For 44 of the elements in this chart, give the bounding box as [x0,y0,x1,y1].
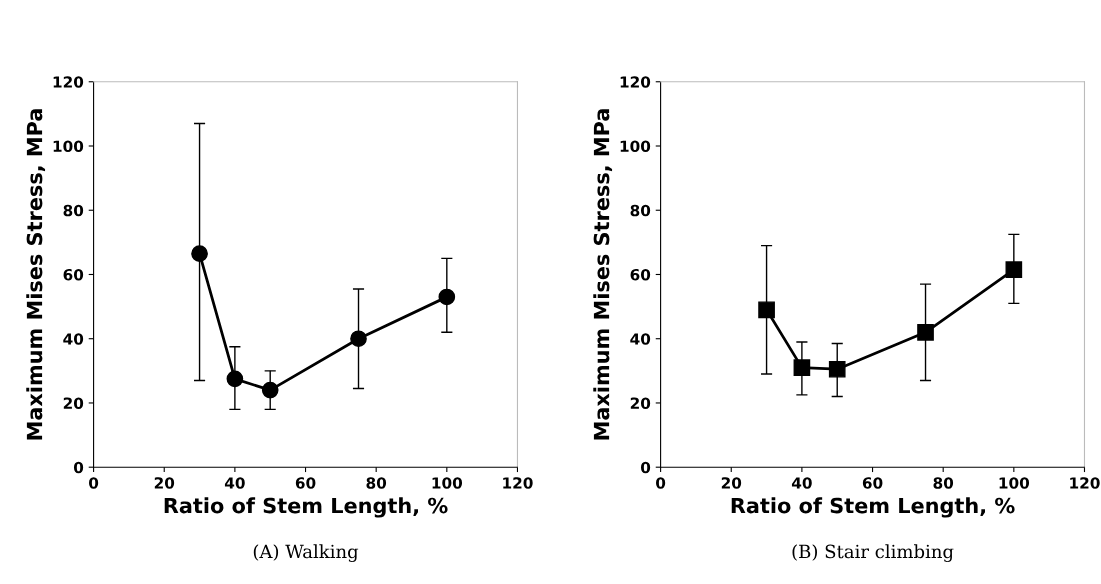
x-tick-label: 40 [224,477,245,489]
point [1005,261,1023,278]
y-tick-label: 80 [630,204,651,217]
y-tick-label: 60 [63,268,84,281]
point [191,245,208,262]
y-axis-title: Maximum Mises Stress, MPa [26,109,46,440]
y-tick-label: 20 [630,397,651,409]
y-tick-label: 60 [630,268,651,281]
point [917,323,934,341]
x-axis-title: Ratio of Stem Length, % [731,497,1015,518]
y-axis-title: Maximum Mises Stress, MPa [593,109,613,440]
point [261,381,279,399]
x-tick-label: 0 [89,477,99,489]
x-tick-label: 80 [366,477,387,489]
x-tick-label: 100 [999,477,1030,489]
x-tick-label: 20 [721,477,742,489]
y-tick-label: 100 [620,140,651,153]
x-tick-label: 0 [656,477,666,489]
y-tick-label: 120 [620,76,651,88]
y-tick-label: 120 [53,76,84,88]
text: (B) Stair climbing [792,544,954,563]
point [226,370,244,388]
y-tick-label: 0 [640,461,651,474]
point [438,288,456,306]
x-tick-label: 60 [295,477,316,489]
x-tick-label: 100 [432,477,463,489]
point [793,359,811,376]
point [758,301,775,319]
x-tick-label: 120 [1070,477,1100,489]
y-tick-label: 0 [73,461,84,474]
point [350,330,367,348]
y-tick-label: 20 [63,397,84,409]
x-tick-label: 80 [933,477,954,489]
y-tick-label: 100 [53,140,84,153]
y-tick-label: 40 [630,333,651,345]
point [828,360,846,378]
y-tick-label: 40 [63,333,84,345]
x-tick-label: 60 [862,477,883,489]
x-tick-label: 40 [791,477,812,489]
y-tick-label: 80 [63,204,84,217]
x-tick-label: 120 [503,477,533,489]
text: (A) Walking [253,544,359,563]
x-tick-label: 20 [154,477,175,489]
x-axis-title: Ratio of Stem Length, % [164,497,448,518]
